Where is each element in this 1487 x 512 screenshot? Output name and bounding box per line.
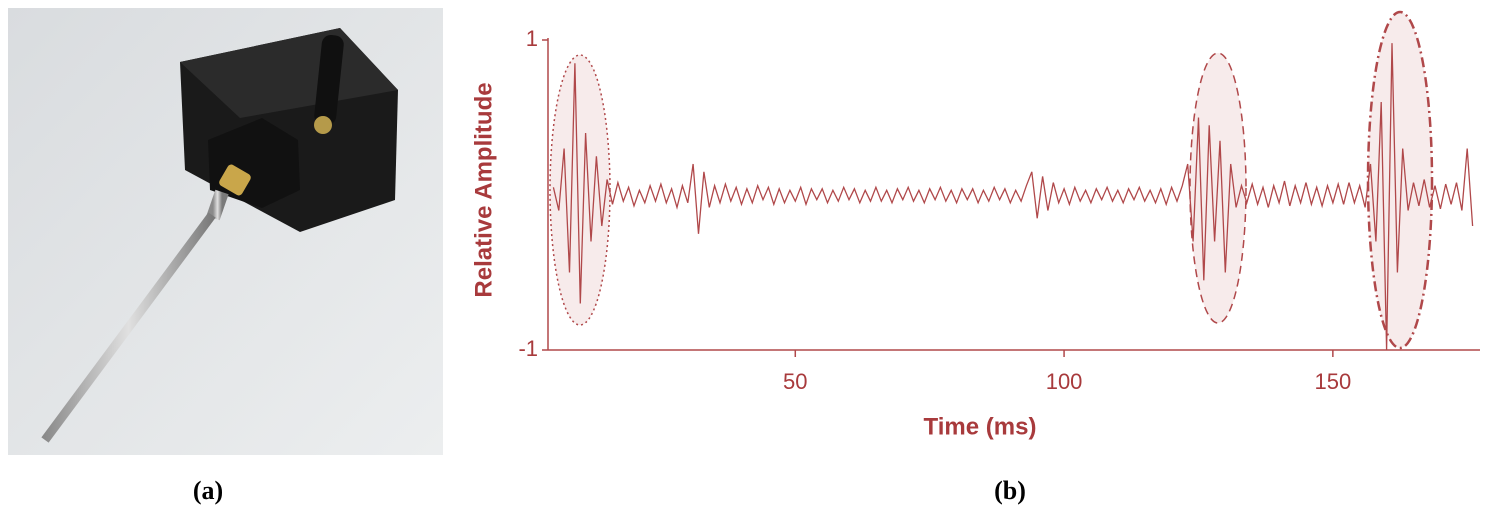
y-tick-label: -1	[518, 336, 538, 361]
x-tick-label: 50	[783, 369, 807, 394]
x-tick-label: 100	[1046, 369, 1083, 394]
panel-label: (a)	[193, 476, 223, 505]
annotation-ellipses	[549, 10, 1434, 350]
x-tick-label: 150	[1314, 369, 1351, 394]
y-tick-label: 1	[526, 26, 538, 51]
signal-line	[552, 43, 1474, 351]
y-axis-title: Relative Amplitude	[470, 82, 497, 297]
photo	[8, 8, 443, 455]
x-axis-title: Time (ms)	[924, 413, 1037, 440]
panel-label: (b)	[994, 476, 1026, 505]
